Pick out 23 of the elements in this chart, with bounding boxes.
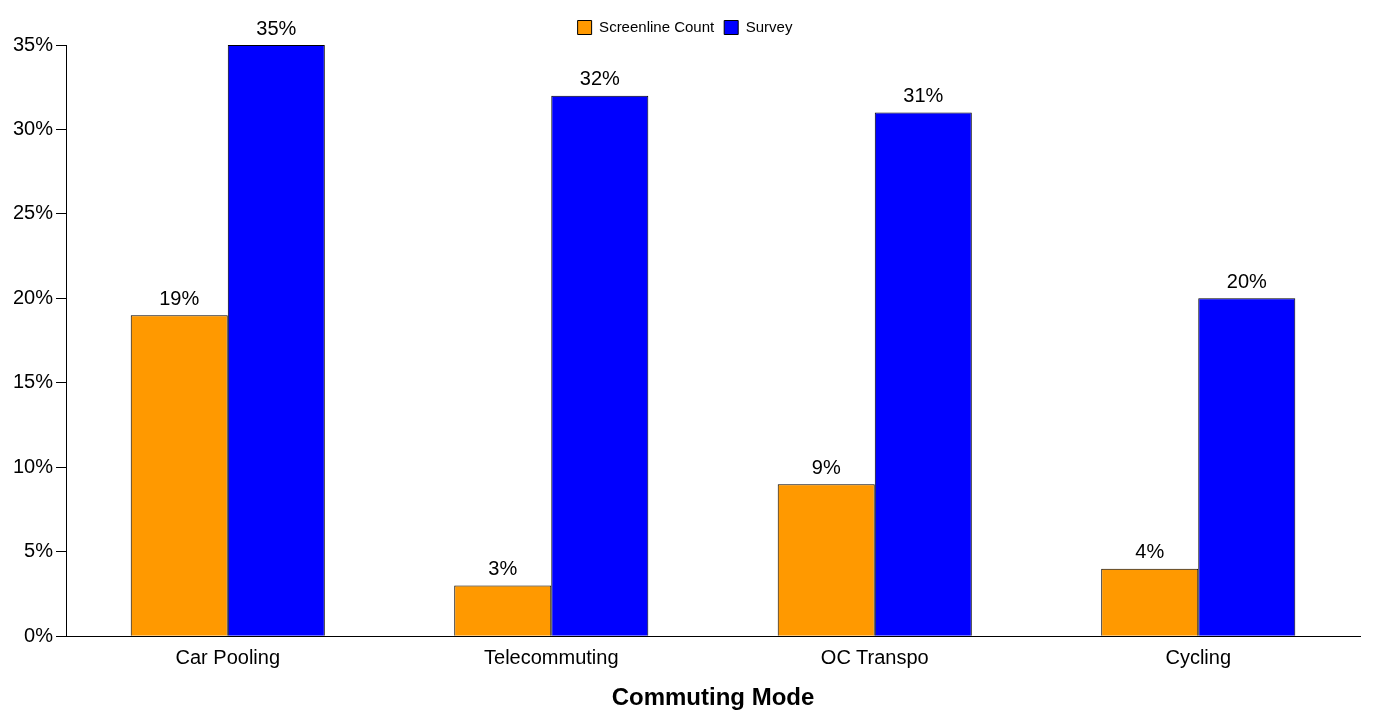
- data-label: 9%: [811, 455, 841, 478]
- y-tick-label: 20%: [13, 285, 54, 308]
- y-tick-label: 35%: [13, 32, 54, 55]
- x-axis-title: Commuting Mode: [611, 683, 815, 711]
- y-tick-label: 30%: [13, 116, 54, 139]
- legend-label: Survey: [745, 17, 793, 35]
- y-tick-label: 10%: [13, 454, 54, 477]
- x-tick-label: Cycling: [1165, 645, 1232, 668]
- data-label: 20%: [1226, 269, 1268, 292]
- x-tick-label: Car Pooling: [175, 645, 281, 668]
- data-label: 3%: [488, 557, 518, 580]
- y-tick-label: 0%: [24, 623, 54, 646]
- legend-label: Screenline Count: [599, 17, 716, 35]
- data-label: 4%: [1135, 540, 1165, 563]
- data-label: 31%: [903, 84, 944, 107]
- data-label: 19%: [159, 286, 200, 309]
- data-label: 35%: [256, 16, 297, 39]
- y-tick-label: 5%: [24, 539, 54, 562]
- data-label: 32%: [579, 67, 621, 90]
- y-tick-label: 15%: [13, 370, 54, 393]
- x-tick-label: Telecommuting: [484, 645, 619, 668]
- x-tick-label: OC Transpo: [820, 645, 929, 668]
- y-tick-label: 25%: [13, 201, 54, 224]
